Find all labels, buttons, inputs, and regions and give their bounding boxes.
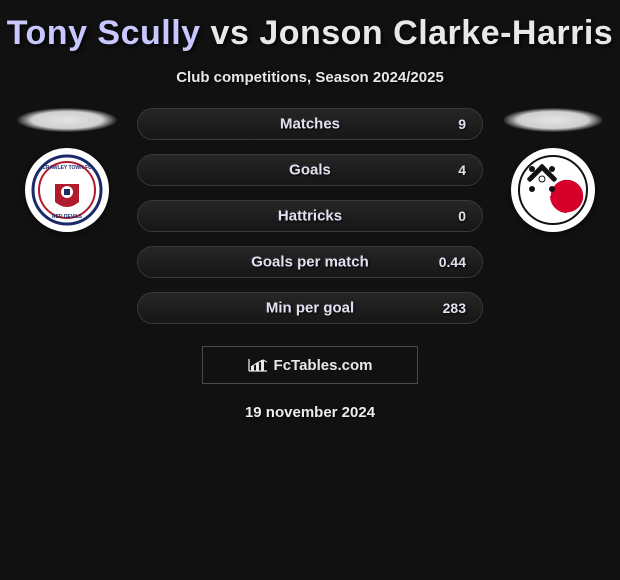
- stat-bar-hattricks: Hattricks 0: [137, 200, 483, 232]
- team-left-column: CRAWLEY TOWN FC RED DEVILS: [15, 108, 119, 232]
- stat-value: 0: [458, 208, 466, 224]
- comparison-row: CRAWLEY TOWN FC RED DEVILS Matches 9 Goa…: [0, 108, 620, 324]
- stat-label: Matches: [280, 116, 340, 133]
- player-halo-right: [503, 108, 603, 132]
- rotherham-badge-icon: [517, 154, 589, 226]
- team-left-badge: CRAWLEY TOWN FC RED DEVILS: [25, 148, 109, 232]
- stat-label: Goals: [289, 162, 331, 179]
- team-right-badge: [511, 148, 595, 232]
- player1-name: Tony Scully: [7, 14, 201, 52]
- stat-bar-goals-per-match: Goals per match 0.44: [137, 246, 483, 278]
- svg-text:CRAWLEY TOWN FC: CRAWLEY TOWN FC: [42, 165, 92, 171]
- stat-bar-matches: Matches 9: [137, 108, 483, 140]
- player2-name: Jonson Clarke-Harris: [259, 14, 613, 52]
- stat-value: 4: [458, 162, 466, 178]
- brand-box[interactable]: FcTables.com: [202, 346, 418, 384]
- brand-text: FcTables.com: [274, 357, 373, 374]
- subtitle: Club competitions, Season 2024/2025: [0, 69, 620, 86]
- player-halo-left: [17, 108, 117, 132]
- stat-value: 9: [458, 116, 466, 132]
- date-line: 19 november 2024: [0, 404, 620, 421]
- stat-label: Goals per match: [251, 254, 369, 271]
- stat-label: Hattricks: [278, 208, 342, 225]
- stat-bar-goals: Goals 4: [137, 154, 483, 186]
- vs-separator: vs: [211, 14, 250, 52]
- stat-value: 283: [443, 300, 466, 316]
- brand-chart-icon: [248, 358, 268, 372]
- page-title: Tony Scully vs Jonson Clarke-Harris: [0, 0, 620, 59]
- stat-value: 0.44: [439, 254, 466, 270]
- svg-text:RED DEVILS: RED DEVILS: [52, 214, 83, 220]
- stat-bar-min-per-goal: Min per goal 283: [137, 292, 483, 324]
- crawley-badge-icon: CRAWLEY TOWN FC RED DEVILS: [31, 154, 103, 226]
- stat-label: Min per goal: [266, 300, 354, 317]
- team-right-column: [501, 108, 605, 232]
- stats-column: Matches 9 Goals 4 Hattricks 0 Goals per …: [137, 108, 483, 324]
